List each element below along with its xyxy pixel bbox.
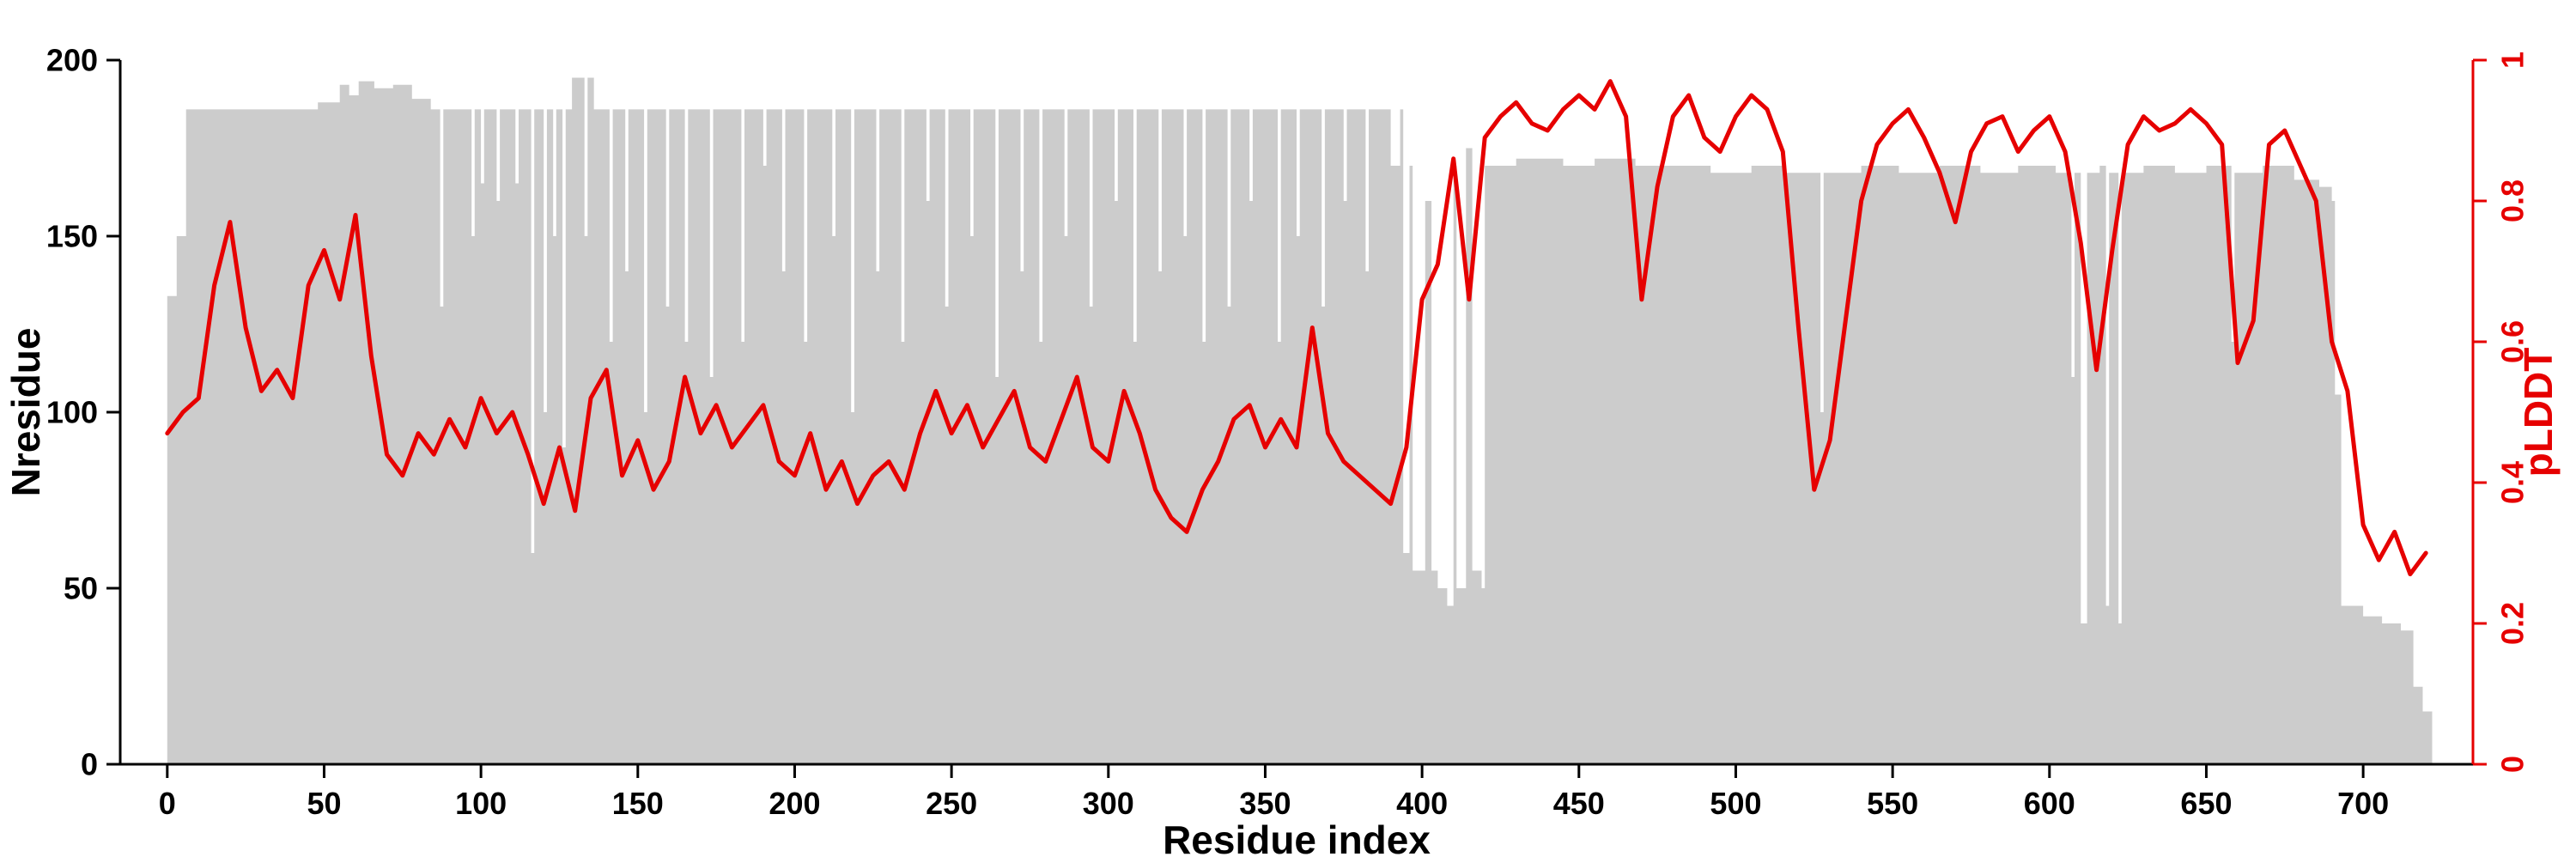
right-axis-tick-label: 1 (2495, 52, 2530, 69)
plddt-line (165, 79, 2428, 577)
x-axis-tick-label: 100 (455, 786, 507, 821)
x-axis-tick-label: 700 (2337, 786, 2389, 821)
right-axis-tick-label: 0.6 (2495, 320, 2530, 363)
left-axis-title: Nresidue (3, 328, 48, 497)
x-axis-tick-label: 600 (2024, 786, 2075, 821)
x-axis-tick-label: 300 (1083, 786, 1134, 821)
x-axis: 0 50 100 150 200 250 300 350 400 450 500 550 600 650 7… (120, 763, 2473, 862)
left-axis-tick-label: 0 (81, 747, 98, 782)
x-axis-tick-label: 150 (612, 786, 664, 821)
left-axis-tick-label: 200 (46, 43, 98, 78)
x-axis-tick-label: 550 (1867, 786, 1918, 821)
left-axis-tick-label: 100 (46, 395, 98, 430)
x-axis-tick-label: 350 (1239, 786, 1291, 821)
right-axis-tick-label: 0.2 (2495, 602, 2530, 645)
x-axis-tick-label: 200 (769, 786, 820, 821)
right-axis-tick-label: 0 (2495, 756, 2530, 773)
x-axis-tick-label: 500 (1710, 786, 1761, 821)
x-axis-tick-label: 650 (2180, 786, 2232, 821)
x-axis-title: Residue index (1163, 817, 1431, 859)
x-axis-tick-label: 400 (1396, 786, 1448, 821)
x-axis-tick-label: 50 (307, 786, 341, 821)
right-y-axis: 0 0.2 0.4 0.6 0.8 1 pLDDT (2471, 52, 2561, 773)
x-axis-tick-label: 0 (159, 786, 176, 821)
left-y-axis: 0 50 100 150 200 Nresidue (3, 43, 122, 782)
x-axis-tick-label: 250 (926, 786, 977, 821)
right-axis-tick-label: 0.4 (2495, 461, 2530, 504)
left-axis-tick-label: 150 (46, 219, 98, 254)
right-axis-tick-label: 0.8 (2495, 179, 2530, 222)
left-axis-tick-label: 50 (64, 571, 98, 606)
right-axis-title: pLDDT (2516, 348, 2561, 477)
x-axis-tick-label: 450 (1553, 786, 1605, 821)
